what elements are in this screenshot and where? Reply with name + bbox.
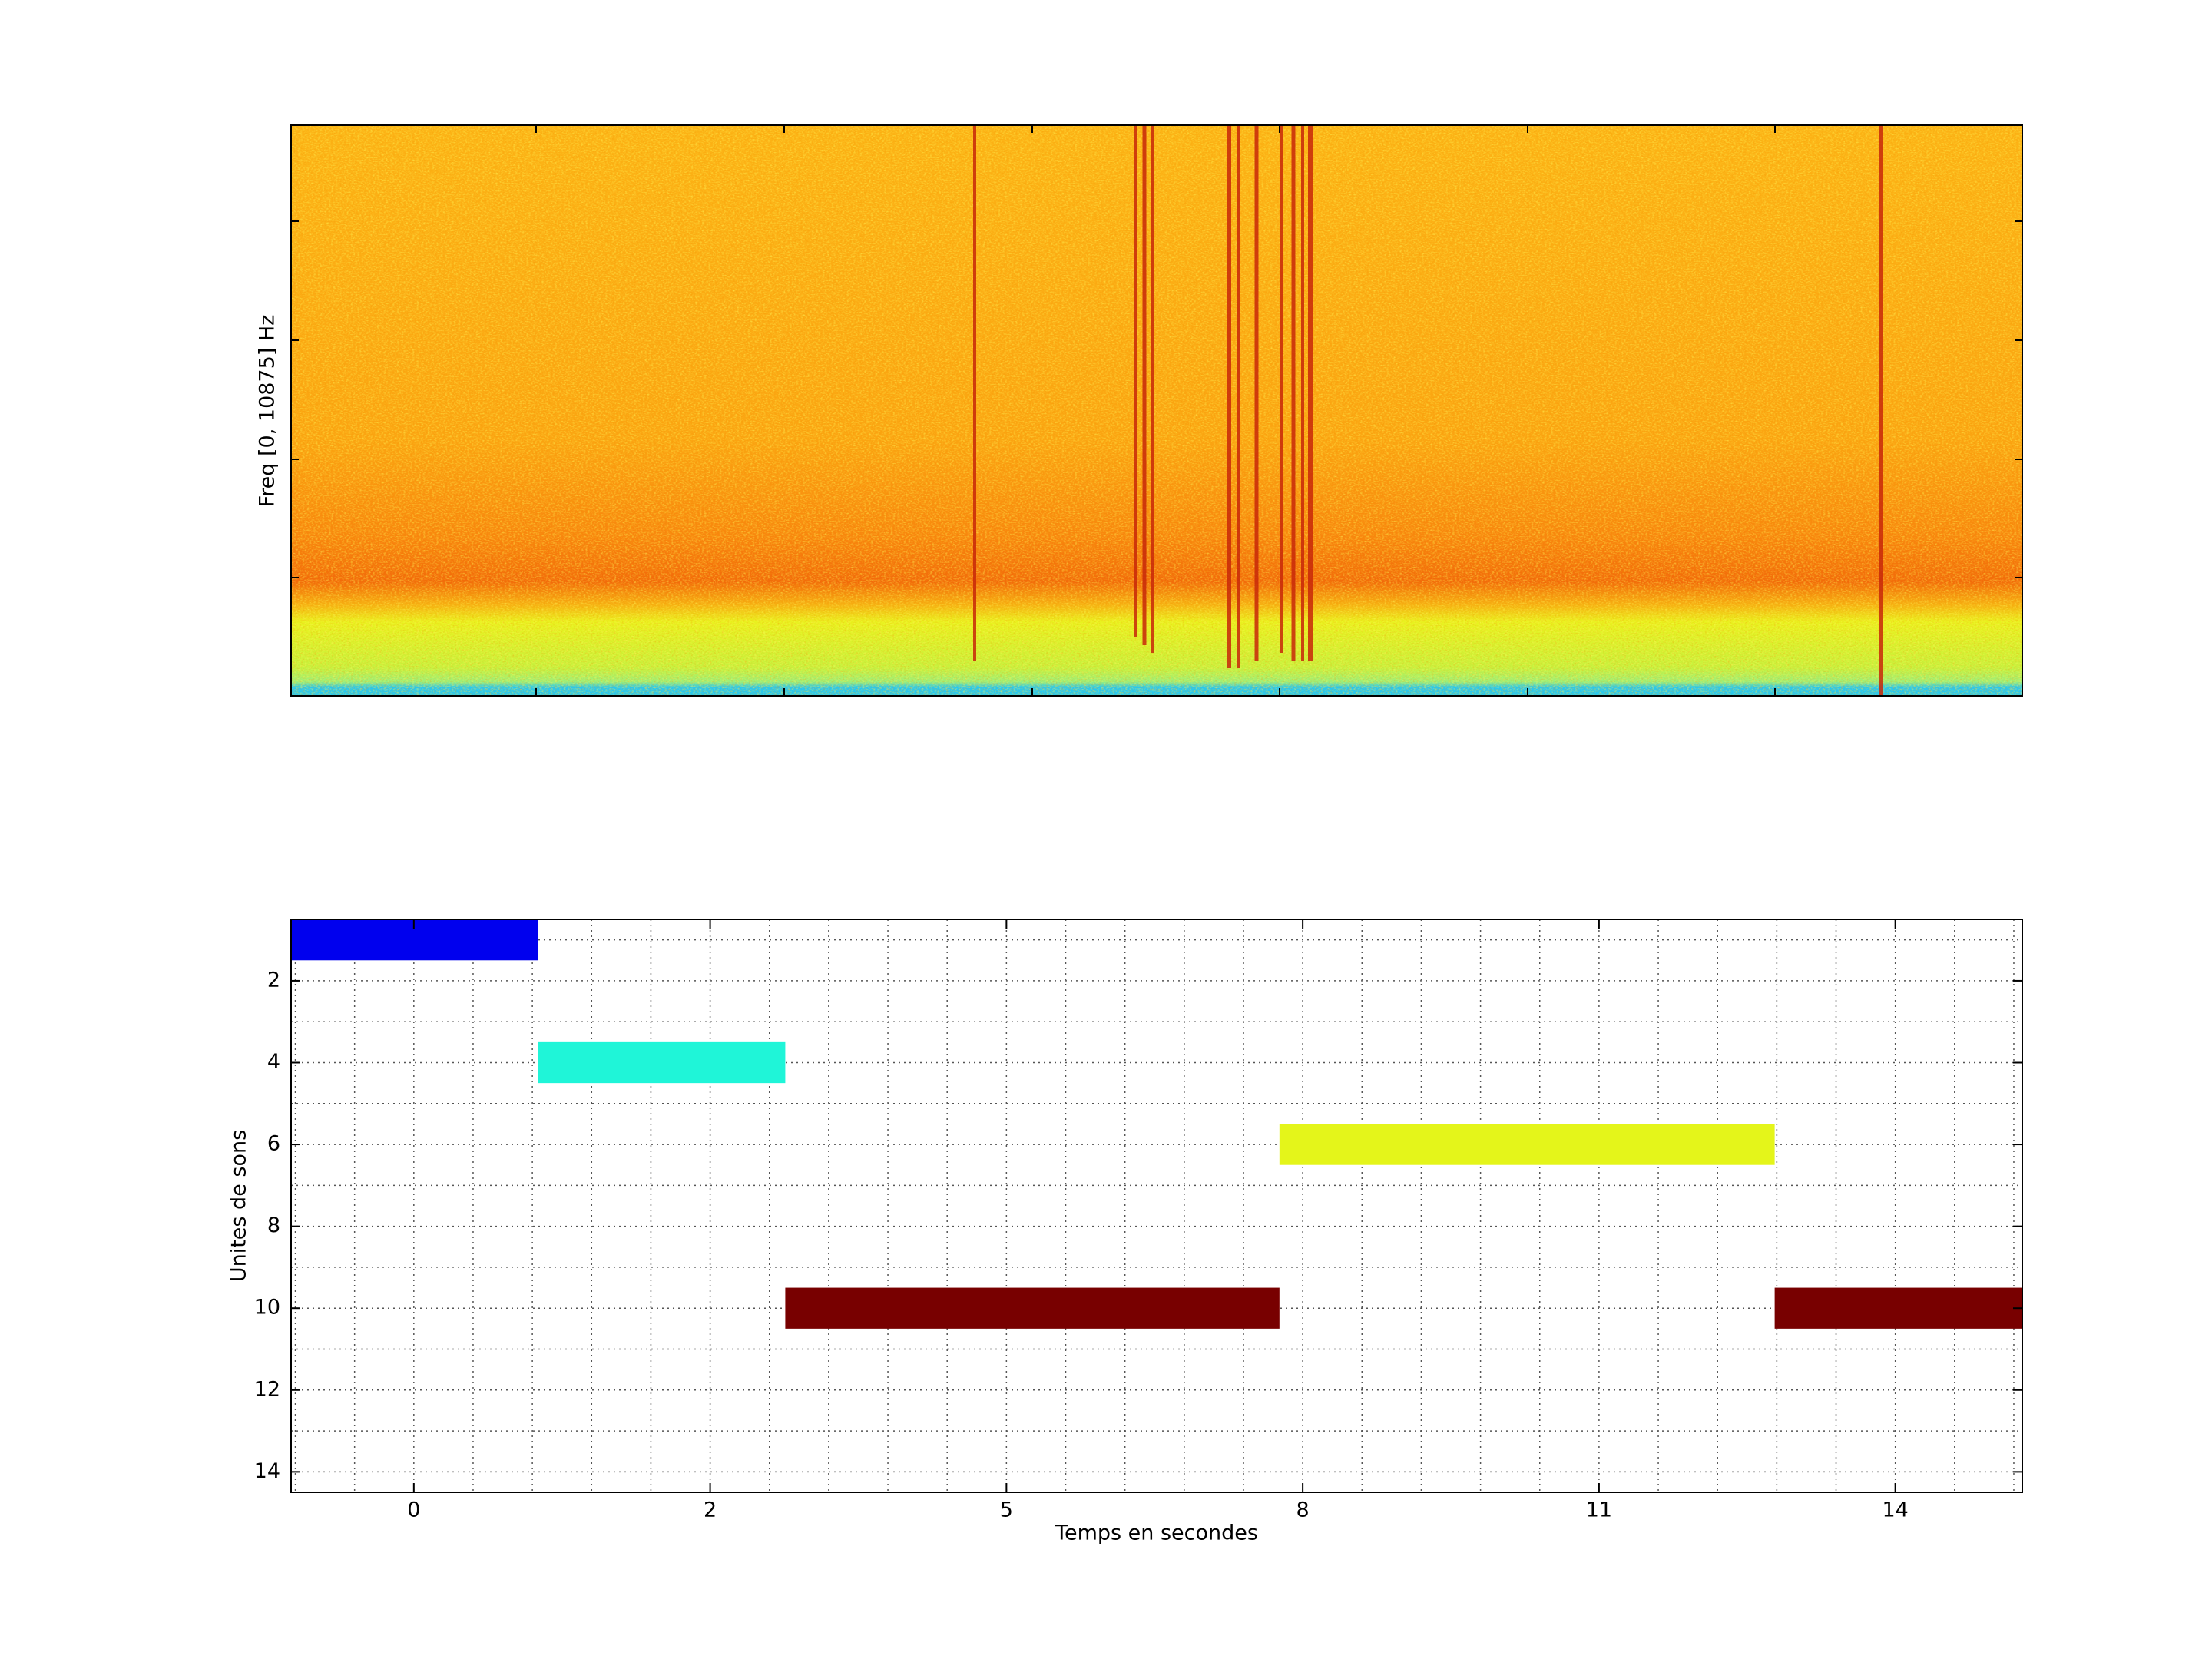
x-axis-label: Temps en secondes	[1055, 1522, 1258, 1545]
segment-bar	[1774, 1287, 2022, 1329]
y-tick-label: 12	[254, 1377, 280, 1401]
spectrogram-streaks	[973, 125, 1883, 696]
spectrogram: Freq [0, 10875] Hz	[256, 124, 2023, 697]
segment-bar	[1279, 1124, 1775, 1165]
spectrogram-texture	[291, 125, 2022, 696]
y-tick-label: 10	[254, 1296, 280, 1320]
y-tick-label: 4	[267, 1050, 280, 1074]
x-tick-label: 11	[1586, 1498, 1612, 1522]
x-tick-label: 14	[1882, 1498, 1908, 1522]
y-axis-label: Unites de sons	[227, 1130, 251, 1282]
y-tick-label: 6	[267, 1132, 280, 1156]
y-tick-label: 14	[254, 1459, 280, 1483]
spectrogram-ticks	[291, 125, 2022, 696]
axes-frame	[290, 919, 2023, 1493]
axes-frame	[290, 124, 2023, 697]
y-axis-label: Freq [0, 10875] Hz	[256, 315, 280, 508]
timeline-chart: 0 2 5 8 11 14 2 4 6 8 10 12 14 Temps en secondes Unite…	[227, 919, 2023, 1545]
segment-bar	[785, 1287, 1280, 1329]
y-tick-label: 8	[267, 1214, 280, 1237]
segment-bar	[538, 1041, 786, 1084]
x-tick-label: 8	[1296, 1498, 1310, 1522]
x-tick-label: 2	[704, 1498, 717, 1522]
y-tick-label: 2	[267, 968, 280, 992]
x-tick-label: 5	[1000, 1498, 1013, 1522]
x-tick-label: 0	[407, 1498, 420, 1522]
